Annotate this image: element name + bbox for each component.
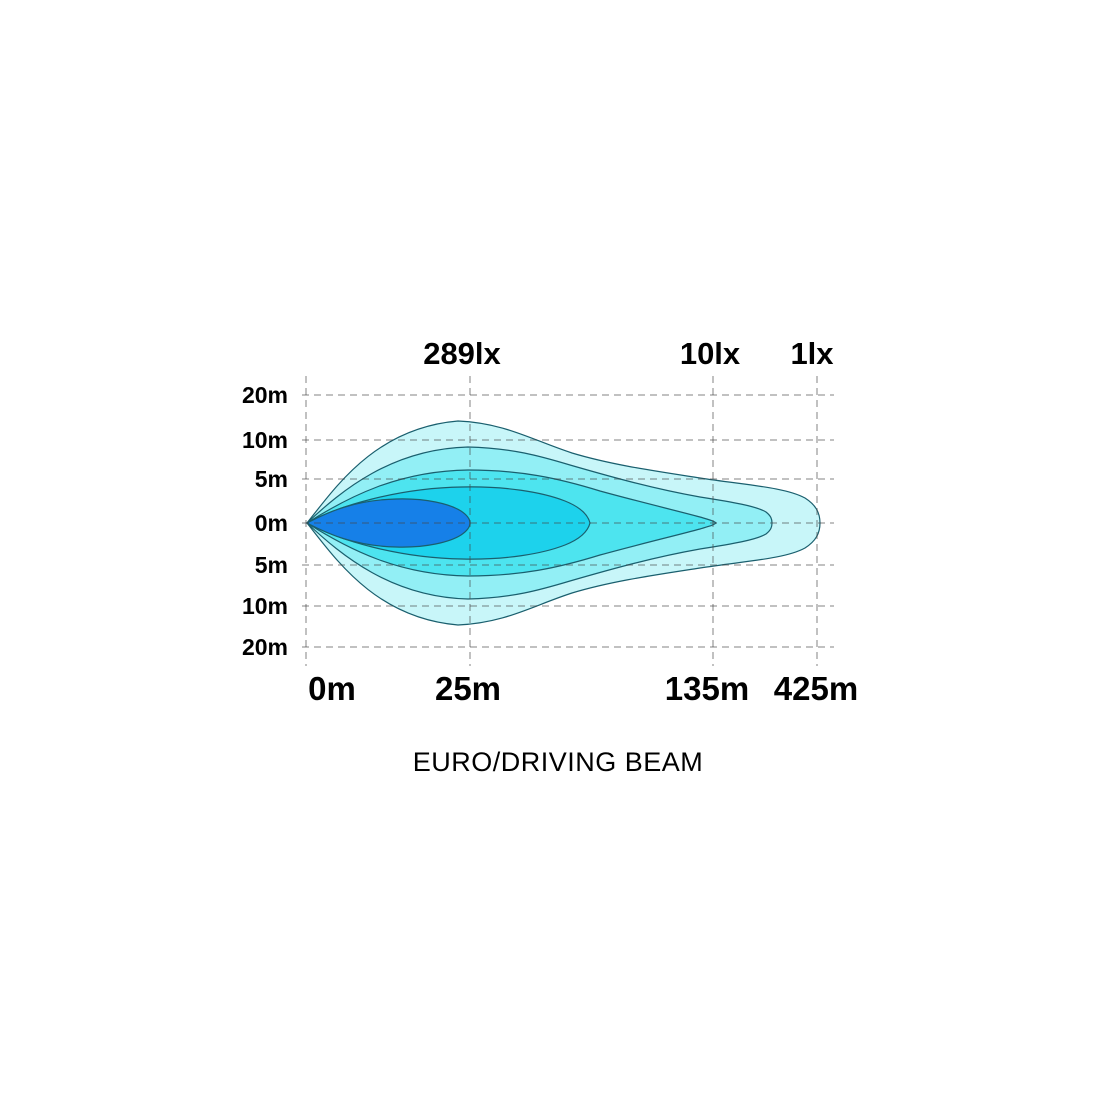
y-tick-10m-top: 10m — [242, 427, 288, 453]
x-tick-425m: 425m — [774, 670, 858, 707]
beam-contours — [305, 420, 821, 626]
lux-label-289lx: 289lx — [423, 336, 501, 371]
y-tick-5m-top: 5m — [255, 466, 288, 492]
x-tick-135m: 135m — [665, 670, 749, 707]
x-axis-tick-labels: 0m 25m 135m 425m — [308, 670, 858, 707]
y-tick-20m-bottom: 20m — [242, 634, 288, 660]
lux-label-10lx: 10lx — [680, 336, 741, 371]
lux-label-1lx: 1lx — [790, 336, 834, 371]
x-tick-25m: 25m — [435, 670, 501, 707]
x-tick-0m: 0m — [308, 670, 356, 707]
y-tick-10m-bottom: 10m — [242, 593, 288, 619]
y-tick-5m-bottom: 5m — [255, 552, 288, 578]
lux-labels: 289lx 10lx 1lx — [423, 336, 834, 371]
grid — [302, 376, 834, 666]
y-tick-0m: 0m — [255, 510, 288, 536]
chart-title: EURO/DRIVING BEAM — [413, 747, 704, 777]
y-axis-tick-labels: 20m 10m 5m 0m 5m 10m 20m — [242, 382, 288, 660]
y-tick-20m-top: 20m — [242, 382, 288, 408]
contour-289lx-hotspot — [305, 498, 471, 548]
